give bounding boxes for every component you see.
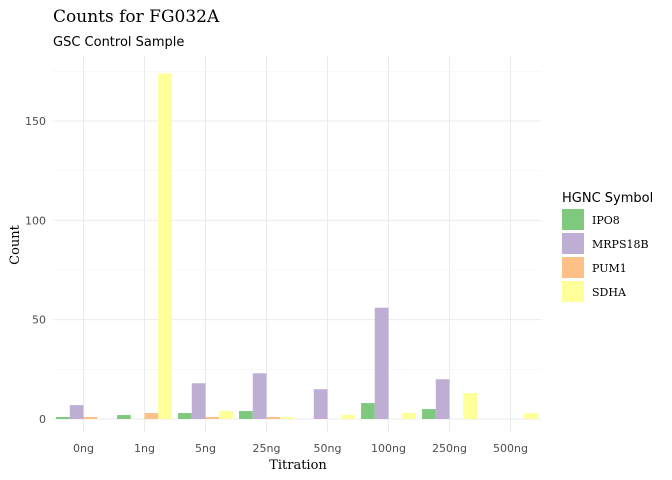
bar-mrps18b-0ng <box>69 405 84 419</box>
bar-ipo8-1ng <box>117 415 131 419</box>
bar-pum1-1ng <box>144 413 159 419</box>
bar-sdha-1ng <box>158 73 172 419</box>
x-tick-label: 5ng <box>195 442 216 455</box>
legend-key-sdha <box>562 281 584 302</box>
bar-mrps18b-100ng <box>374 307 389 419</box>
legend-label-pum1: PUM1 <box>592 262 627 275</box>
bar-mrps18b-250ng <box>435 379 450 419</box>
legend-label-sdha: SDHA <box>592 286 627 299</box>
bar-sdha-50ng <box>341 415 355 419</box>
bar-pum1-0ng <box>83 417 98 419</box>
y-tick-label: 150 <box>25 115 46 128</box>
x-tick-label: 25ng <box>253 442 281 455</box>
y-axis-title: Count <box>8 224 23 265</box>
x-tick-label: 0ng <box>73 442 94 455</box>
bar-mrps18b-25ng <box>252 373 267 419</box>
y-axis-ticks: 0 50 100 150 <box>25 115 46 426</box>
bar-ipo8-25ng <box>239 411 253 419</box>
legend-key-ipo8 <box>562 209 584 230</box>
x-tick-label: 50ng <box>314 442 342 455</box>
chart-subtitle: GSC Control Sample <box>53 35 184 50</box>
bar-sdha-5ng <box>219 411 233 419</box>
bar-sdha-500ng <box>524 413 538 419</box>
legend-key-mrps18b <box>562 233 584 254</box>
gridlines <box>53 56 541 432</box>
y-tick-label: 100 <box>25 214 46 227</box>
x-tick-label: 250ng <box>432 442 467 455</box>
x-tick-label: 1ng <box>134 442 155 455</box>
bar-ipo8-0ng <box>56 417 70 419</box>
bar-mrps18b-50ng <box>313 389 328 419</box>
legend-key-pum1 <box>562 257 584 278</box>
bar-pum1-5ng <box>205 417 220 419</box>
legend-title: HGNC Symbol <box>562 191 653 206</box>
legend: HGNC Symbol IPO8 MRPS18B PUM1 SDHA <box>562 191 653 302</box>
x-tick-label: 100ng <box>371 442 406 455</box>
bar-ipo8-250ng <box>422 409 436 419</box>
bars <box>56 73 538 419</box>
bar-sdha-250ng <box>463 393 477 419</box>
x-axis-title: Titration <box>269 458 327 473</box>
bar-pum1-25ng <box>266 417 281 419</box>
x-tick-label: 500ng <box>493 442 528 455</box>
bar-ipo8-100ng <box>361 403 375 419</box>
x-axis-ticks: 0ng 1ng 5ng 25ng 50ng 100ng 250ng 500ng <box>73 442 528 455</box>
legend-label-ipo8: IPO8 <box>592 214 620 227</box>
bar-mrps18b-5ng <box>191 383 206 419</box>
bar-sdha-25ng <box>280 417 294 419</box>
bar-sdha-100ng <box>402 413 416 419</box>
chart-title: Counts for FG032A <box>53 7 220 27</box>
legend-label-mrps18b: MRPS18B <box>592 238 649 251</box>
y-tick-label: 0 <box>39 413 46 426</box>
bar-ipo8-5ng <box>178 413 192 419</box>
y-tick-label: 50 <box>32 314 46 327</box>
